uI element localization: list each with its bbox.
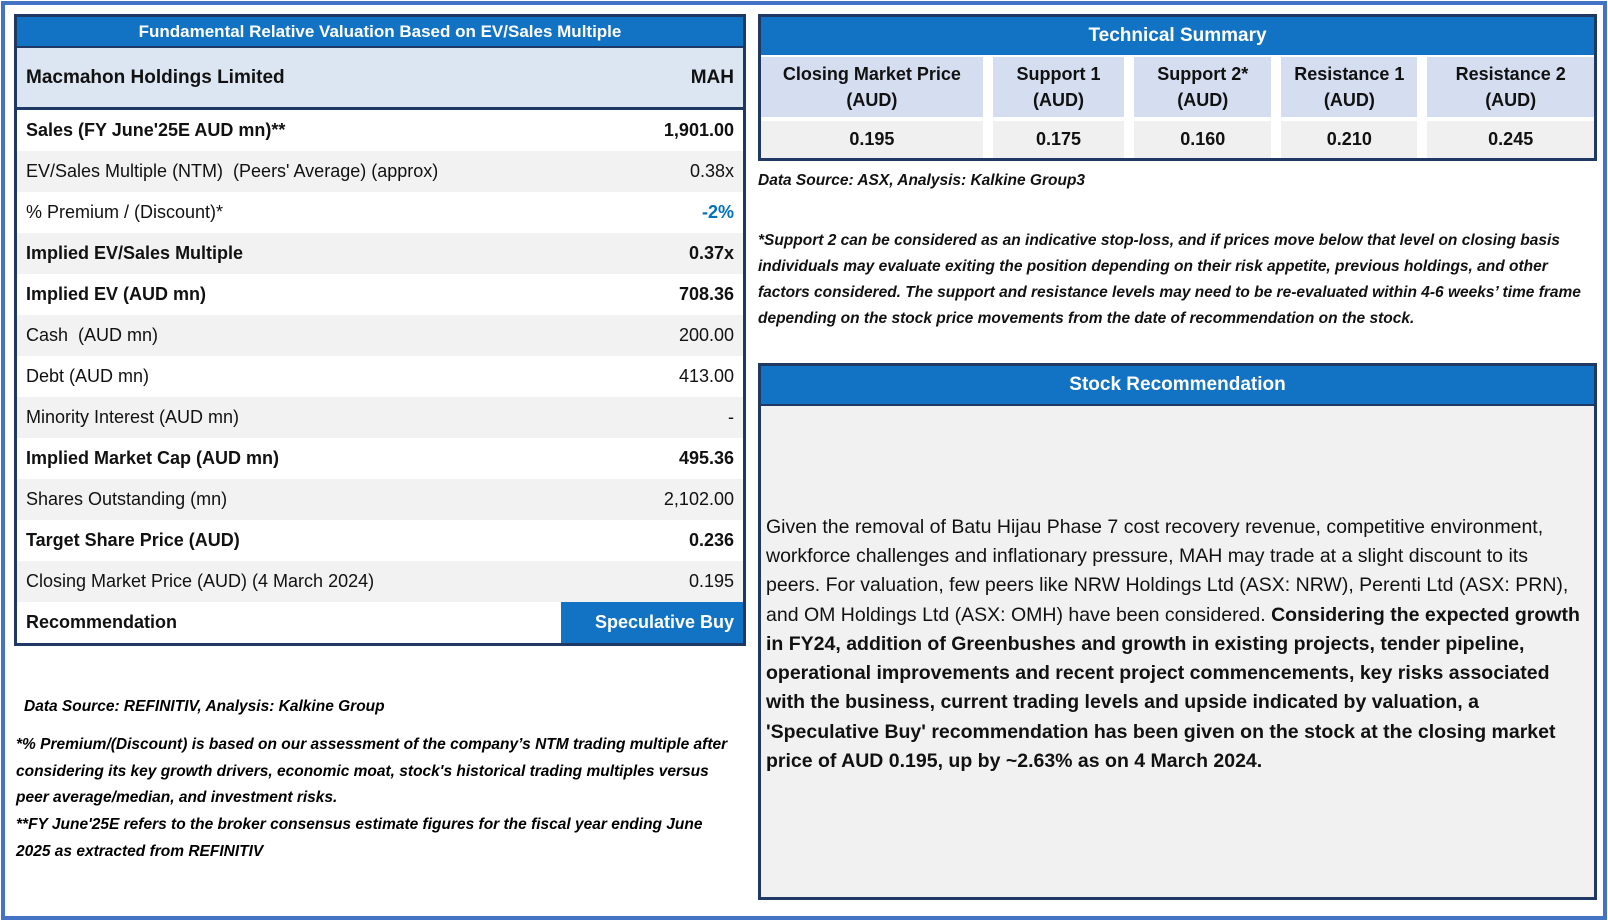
row-label: Debt (AUD mn) bbox=[26, 366, 150, 386]
table-row: Implied EV (AUD mn) 708.36 bbox=[17, 274, 743, 315]
row-label: Cash (AUD mn) bbox=[26, 325, 159, 345]
row-value: 708.36 bbox=[678, 284, 734, 304]
valuation-rows: Sales (FY June'25E AUD mn)** 1,901.00 EV/S… bbox=[17, 110, 743, 643]
tech-column-unit: (AUD) bbox=[1485, 90, 1537, 110]
table-row: % Premium / (Discount)* -2% bbox=[17, 192, 743, 233]
table-row: Closing Market Price (AUD) (4 March 2024… bbox=[17, 561, 743, 602]
table-row: Shares Outstanding (mn) 2,102.00 bbox=[17, 479, 743, 520]
tech-column-value: 0.175 bbox=[992, 121, 1125, 158]
tech-column-label: Resistance 1 bbox=[1294, 63, 1405, 84]
row-label: % Premium / (Discount)* bbox=[26, 202, 224, 222]
tech-column-value: 0.160 bbox=[1134, 121, 1272, 158]
table-row: Minority Interest (AUD mn) - bbox=[17, 397, 743, 438]
table-row: Recommendation Speculative Buy bbox=[17, 602, 743, 643]
row-value: 200.00 bbox=[678, 325, 734, 345]
row-value: 0.195 bbox=[688, 571, 734, 591]
company-row: Macmahon Holdings Limited MAH bbox=[17, 48, 743, 110]
recommendation-text-bold: Considering the expected growth in FY24,… bbox=[766, 603, 1580, 772]
tech-column-value: 0.245 bbox=[1427, 121, 1594, 158]
row-label: Implied Market Cap (AUD mn) bbox=[26, 448, 280, 468]
company-ticker: MAH bbox=[690, 66, 734, 88]
technical-summary-source-note: Data Source: ASX, Analysis: Kalkine Grou… bbox=[758, 172, 1086, 189]
row-value: 0.236 bbox=[688, 530, 734, 550]
row-label: EV/Sales Multiple (NTM) (Peers' Average)… bbox=[26, 161, 439, 181]
row-value: 1,901.00 bbox=[663, 120, 734, 140]
premium-footnote: *% Premium/(Discount) is based on our as… bbox=[16, 736, 728, 807]
tech-column-header: Resistance 2 (AUD) bbox=[1427, 57, 1594, 117]
technical-summary-table: Technical Summary Closing Market Price (A… bbox=[758, 14, 1597, 161]
technical-summary-title: Technical Summary bbox=[761, 17, 1594, 55]
valuation-source-note: Data Source: REFINITIV, Analysis: Kalkin… bbox=[24, 698, 385, 715]
tech-column-unit: (AUD) bbox=[846, 90, 898, 110]
company-name: Macmahon Holdings Limited bbox=[26, 66, 285, 88]
row-value: 413.00 bbox=[678, 366, 734, 386]
valuation-table: Fundamental Relative Valuation Based on … bbox=[14, 14, 746, 646]
row-label: Minority Interest (AUD mn) bbox=[26, 407, 240, 427]
tech-column-header: Support 2* (AUD) bbox=[1134, 57, 1272, 117]
tech-column-label: Support 2* bbox=[1157, 63, 1249, 84]
support-footnote: *Support 2 can be considered as an indic… bbox=[758, 232, 1581, 328]
tech-column-value: 0.195 bbox=[761, 121, 983, 158]
row-label: Implied EV/Sales Multiple bbox=[26, 243, 244, 263]
tech-column-unit: (AUD) bbox=[1177, 90, 1229, 110]
tech-column-unit: (AUD) bbox=[1323, 90, 1375, 110]
tech-column-header: Resistance 1 (AUD) bbox=[1281, 57, 1418, 117]
recommendation-text-regular: Given the removal of Batu Hijau Phase 7 … bbox=[766, 515, 1569, 626]
row-label: Recommendation bbox=[26, 612, 178, 632]
stock-recommendation-box: Stock Recommendation Given the removal o… bbox=[758, 363, 1597, 900]
row-value: 0.37x bbox=[688, 243, 734, 263]
tech-column-label: Closing Market Price bbox=[782, 63, 961, 84]
tech-column-label: Support 1 bbox=[1016, 63, 1101, 84]
table-row: Debt (AUD mn) 413.00 bbox=[17, 356, 743, 397]
row-value: 0.38x bbox=[689, 161, 734, 181]
table-row: Implied Market Cap (AUD mn) 495.36 bbox=[17, 438, 743, 479]
row-label: Sales (FY June'25E AUD mn)** bbox=[26, 120, 286, 140]
table-row: Implied EV/Sales Multiple 0.37x bbox=[17, 233, 743, 274]
valuation-table-title: Fundamental Relative Valuation Based on … bbox=[17, 17, 743, 48]
tech-column-unit: (AUD) bbox=[1032, 90, 1084, 110]
row-label: Target Share Price (AUD) bbox=[26, 530, 240, 550]
stock-recommendation-title: Stock Recommendation bbox=[761, 366, 1594, 406]
row-value: 495.36 bbox=[678, 448, 734, 468]
tech-column-header: Closing Market Price (AUD) bbox=[761, 57, 983, 117]
tech-grid: Closing Market Price (AUD) Support 1 (AUD) S… bbox=[761, 55, 1594, 158]
table-row: EV/Sales Multiple (NTM) (Peers' Average)… bbox=[17, 151, 743, 192]
fiscal-year-footnote: **FY June'25E refers to the broker conse… bbox=[16, 815, 703, 860]
table-row: Sales (FY June'25E AUD mn)** 1,901.00 bbox=[17, 110, 743, 151]
right-column: Technical Summary Closing Market Price (A… bbox=[758, 14, 1597, 900]
row-label: Closing Market Price (AUD) (4 March 2024… bbox=[26, 571, 375, 591]
row-label: Shares Outstanding (mn) bbox=[26, 489, 228, 509]
row-value: -2% bbox=[701, 202, 734, 222]
row-value: 2,102.00 bbox=[663, 489, 734, 509]
stock-recommendation-body: Given the removal of Batu Hijau Phase 7 … bbox=[761, 406, 1594, 897]
row-value: - bbox=[728, 407, 734, 427]
tech-column-label: Resistance 2 bbox=[1455, 63, 1566, 84]
table-row: Target Share Price (AUD) 0.236 bbox=[17, 520, 743, 561]
tech-column-header: Support 1 (AUD) bbox=[992, 57, 1125, 117]
row-label: Implied EV (AUD mn) bbox=[26, 284, 207, 304]
recommendation-badge: Speculative Buy bbox=[561, 602, 743, 643]
table-row: Cash (AUD mn) 200.00 bbox=[17, 315, 743, 356]
tech-column-value: 0.210 bbox=[1281, 121, 1418, 158]
valuation-footnotes: Data Source: REFINITIV, Analysis: Kalkin… bbox=[16, 698, 728, 865]
